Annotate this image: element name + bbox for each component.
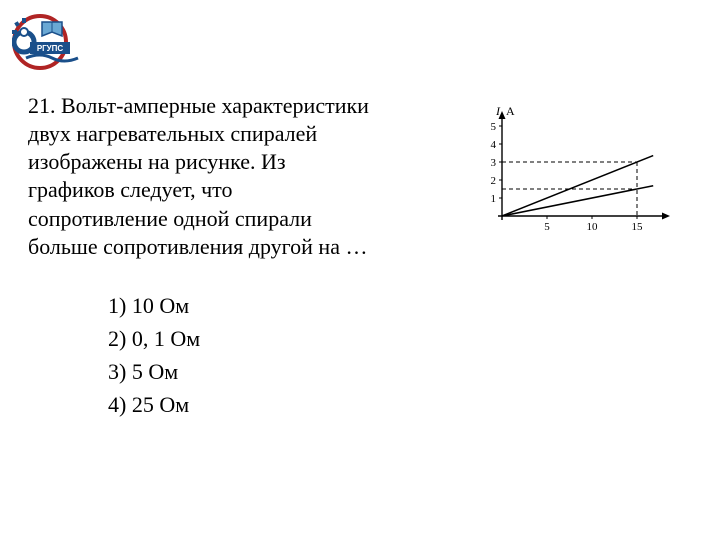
svg-text:2: 2 [491, 175, 497, 187]
option-1: 1) 10 Ом [108, 289, 692, 322]
chart-svg: 1234551015I, Аu, В [470, 98, 670, 238]
svg-text:1: 1 [491, 193, 497, 205]
question-line: графиков следует, что [28, 177, 233, 202]
svg-text:РГУПС: РГУПС [37, 44, 64, 53]
iv-chart: 1234551015I, Аu, В [470, 98, 670, 243]
svg-text:3: 3 [491, 157, 497, 169]
svg-text:15: 15 [632, 221, 644, 233]
option-2: 2) 0, 1 Ом [108, 322, 692, 355]
question-text: 21. Вольт-амперные характеристики двух н… [28, 92, 458, 261]
svg-text:I, А: I, А [495, 104, 515, 118]
institution-logo: РГУПС [12, 12, 92, 72]
question-line: изображены на рисунке. Из [28, 149, 286, 174]
option-4: 4) 25 Ом [108, 388, 692, 421]
svg-text:10: 10 [587, 221, 599, 233]
content: 21. Вольт-амперные характеристики двух н… [28, 92, 692, 421]
question-line: 21. Вольт-амперные характеристики [28, 93, 369, 118]
question-line: сопротивление одной спирали [28, 206, 312, 231]
option-3: 3) 5 Ом [108, 355, 692, 388]
question-line: двух нагревательных спиралей [28, 121, 317, 146]
svg-text:5: 5 [491, 121, 497, 133]
svg-text:5: 5 [544, 221, 550, 233]
answer-options: 1) 10 Ом 2) 0, 1 Ом 3) 5 Ом 4) 25 Ом [108, 289, 692, 421]
question-line: больше сопротивления другой на … [28, 234, 367, 259]
svg-text:4: 4 [491, 139, 497, 151]
question-row: 21. Вольт-амперные характеристики двух н… [28, 92, 692, 261]
